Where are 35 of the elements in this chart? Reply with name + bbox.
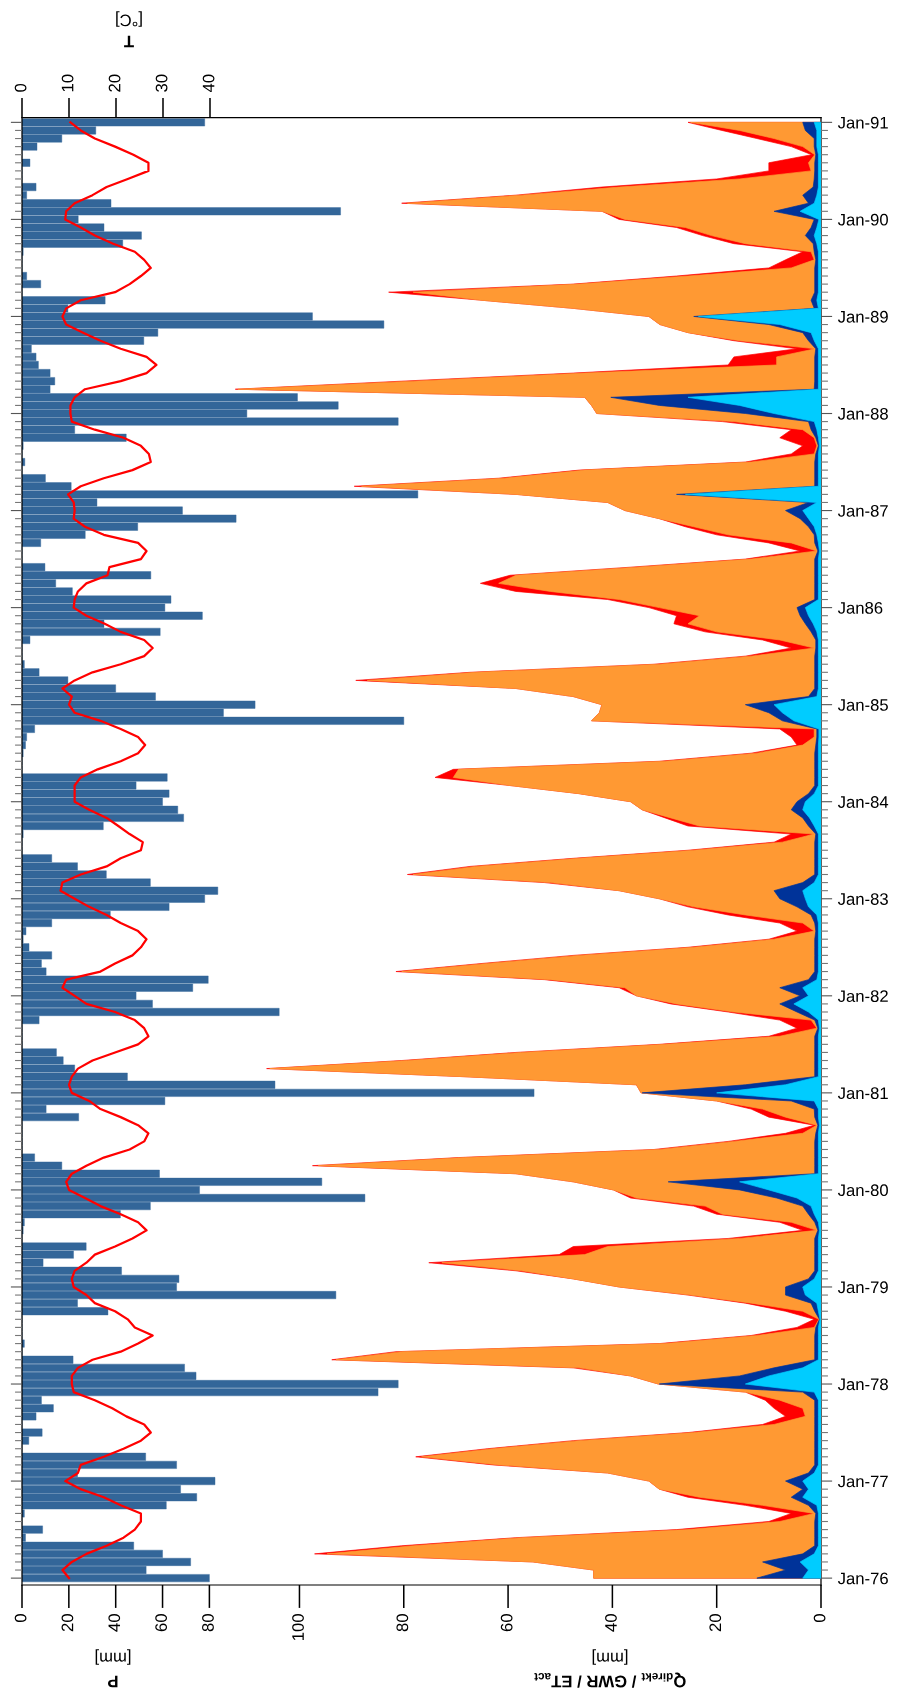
- x2-axis-title: T [°C]: [116, 11, 142, 48]
- y-tick-label: Jan86: [837, 602, 883, 614]
- x-tick-label: 80: [202, 1614, 214, 1632]
- y-tick-label: Jan-82: [837, 990, 888, 1003]
- x2-tick-label: 20: [108, 74, 121, 92]
- y-tick-label: Jan-87: [837, 504, 888, 517]
- y-tick-label: Jan-76: [837, 1572, 888, 1585]
- y-tick-label: Jan-88: [837, 407, 888, 420]
- y-tick-label: Jan-91: [837, 116, 888, 129]
- x-tick-label: 40: [605, 1614, 617, 1632]
- x2-tick-label: 10: [61, 74, 74, 92]
- x2-tick-label: 30: [155, 74, 168, 92]
- x-tick-label: 40: [108, 1614, 121, 1632]
- x-tick-label: 0: [14, 1614, 27, 1623]
- y-tick-label: Jan-77: [837, 1475, 888, 1488]
- y-tick-label: Jan-81: [837, 1087, 888, 1100]
- x-tick-label: 60: [500, 1614, 513, 1632]
- y-tick-label: Jan-85: [837, 699, 888, 711]
- y-tick-label: Jan-84: [837, 796, 889, 808]
- y-tick-label: Jan-90: [837, 213, 888, 226]
- x2-tick-label: 40: [202, 74, 215, 93]
- y-tick-label: Jan-78: [837, 1378, 888, 1391]
- y-tick-label: Jan-79: [837, 1281, 888, 1294]
- x-tick-label: 20: [61, 1614, 74, 1632]
- x-tick-label: 80: [396, 1614, 409, 1632]
- y-tick-label: Jan-89: [837, 310, 888, 323]
- x-tick-label: 20: [709, 1614, 722, 1632]
- x-tick-label: 100: [292, 1614, 304, 1641]
- x2-tick-label: 0: [14, 83, 27, 92]
- y-tick-label: Jan-80: [837, 1184, 888, 1197]
- x-tick-label: 0: [813, 1614, 826, 1623]
- text: Q$_{direkt}$ / GWR / ET$_{act}$ [mm]: [534, 1649, 686, 1688]
- x-tick-label: 60: [155, 1614, 168, 1632]
- x-axis-title: P [mm]: [95, 1649, 131, 1688]
- y-tick-label: Jan-83: [837, 893, 888, 905]
